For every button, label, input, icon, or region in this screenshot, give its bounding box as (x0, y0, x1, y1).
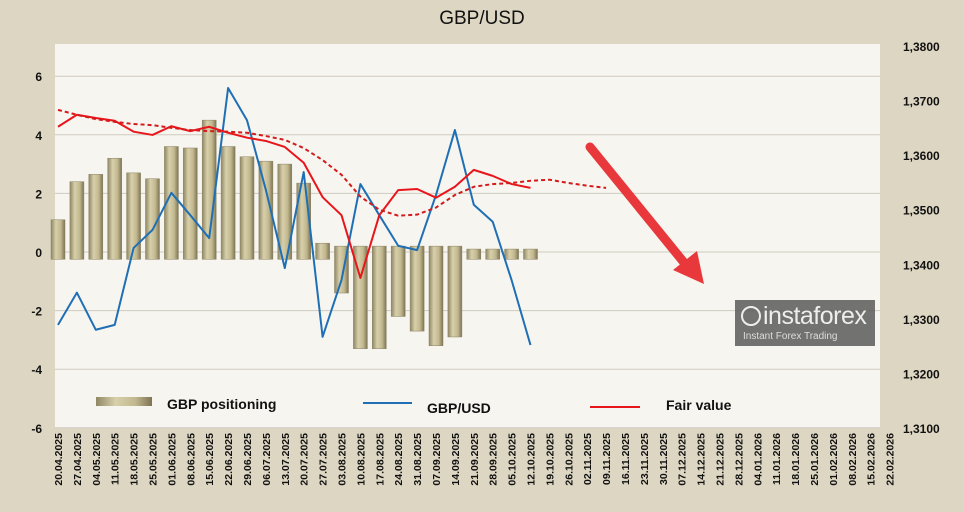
x-axis-tick-label: 08.02.2026 (847, 433, 859, 486)
positioning-bar (315, 242, 330, 260)
chart-title: GBP/USD (439, 8, 525, 29)
logo-tagline: Instant Forex Trading (743, 331, 838, 342)
right-axis-tick-label: 1,3400 (903, 258, 940, 272)
positioning-bar (523, 248, 538, 260)
fair-value-trend-dashed-line (57, 108, 607, 217)
right-axis-tick-label: 1,3500 (903, 204, 940, 218)
x-axis-tick-label: 17.08.2025 (374, 433, 386, 486)
x-axis-tick-label: 16.11.2025 (620, 433, 632, 485)
x-axis-tick-label: 28.12.2025 (733, 433, 745, 486)
x-axis-tick-label: 22.06.2025 (223, 433, 235, 486)
positioning-bar (164, 146, 179, 260)
positioning-bar (145, 178, 160, 260)
positioning-bar (447, 245, 463, 338)
legend-swatch-positioning (96, 397, 152, 406)
logo-name: instaforex (763, 302, 867, 330)
right-axis-tick-label: 1,3300 (903, 313, 940, 327)
positioning-bar (69, 181, 85, 260)
x-axis-tick-label: 27.04.2025 (72, 433, 84, 486)
positioning-bar (372, 245, 387, 349)
x-axis-tick-label: 09.11.2025 (601, 433, 613, 485)
positioning-bar (88, 174, 104, 260)
x-axis-tick-label: 28.09.2025 (488, 433, 500, 486)
x-axis-tick-label: 07.09.2025 (431, 433, 443, 486)
right-axis-tick-label: 1,3800 (903, 40, 940, 54)
x-axis-tick-label: 24.08.2025 (393, 433, 405, 486)
x-axis-tick-label: 07.12.2025 (677, 433, 689, 486)
positioning-bar (428, 245, 444, 347)
left-axis-tick-label: 6 (35, 70, 42, 84)
x-axis-tick-label: 23.11.2025 (639, 433, 651, 485)
x-axis-tick-label: 04.01.2026 (752, 433, 764, 486)
down-arrow-annotation (585, 142, 704, 284)
x-axis-tick-label: 06.07.2025 (261, 433, 273, 486)
right-axis-tick-label: 1,3700 (903, 95, 940, 109)
positioning-bar (277, 163, 293, 260)
positioning-bar (258, 160, 274, 260)
x-axis-tick-label: 12.10.2025 (526, 433, 538, 486)
x-axis-tick-label: 30.11.2025 (658, 433, 670, 485)
positioning-bar (126, 172, 141, 260)
left-axis-tick-label: 2 (35, 187, 42, 201)
right-axis-tick-label: 1,3600 (903, 149, 940, 163)
positioning-bar (504, 248, 519, 260)
left-axis-tick-label: -2 (31, 305, 42, 319)
positioning-bar (466, 248, 482, 260)
left-axis-tick-label: -4 (31, 363, 42, 377)
left-axis-tick-label: 0 (35, 246, 42, 260)
positioning-bar (409, 245, 425, 332)
positioning-bar (390, 245, 406, 317)
x-axis-tick-label: 21.12.2025 (715, 433, 727, 486)
right-axis-tick-label: 1,3100 (903, 422, 940, 436)
positioning-bar (239, 156, 255, 260)
x-axis-tick-label: 26.10.2025 (563, 433, 575, 486)
x-axis-tick-label: 11.05.2025 (110, 433, 122, 485)
x-axis-tick-label: 01.02.2026 (828, 433, 840, 486)
legend: GBP positioning GBP/USD Fair value (96, 396, 732, 416)
x-axis-tick-label: 21.09.2025 (469, 433, 481, 486)
x-axis-tick-label: 27.07.2025 (318, 433, 330, 486)
x-axis-tick-label: 11.01.2026 (771, 433, 783, 485)
x-axis-tick-label: 25.01.2026 (809, 433, 821, 486)
positioning-bar (485, 248, 500, 260)
left-axis-tick-label: 4 (35, 129, 42, 143)
x-axis-tick-label: 04.05.2025 (91, 433, 103, 486)
plot-area (55, 44, 880, 428)
positioning-bar (50, 219, 66, 260)
x-axis-tick-label: 25.05.2025 (148, 433, 160, 486)
x-axis-tick-label: 15.06.2025 (204, 433, 216, 486)
x-axis-tick-label: 31.08.2025 (412, 433, 424, 486)
x-axis-tick-label: 20.04.2025 (53, 433, 65, 486)
positioning-bar (220, 146, 236, 260)
x-axis-tick-label: 01.06.2025 (166, 433, 178, 486)
x-axis-tick-label: 10.08.2025 (355, 433, 367, 486)
legend-label-gbpusd: GBP/USD (427, 400, 491, 416)
x-axis-tick-label: 19.10.2025 (544, 433, 556, 486)
x-axis-tick-label: 05.10.2025 (507, 433, 519, 486)
positioning-bar (353, 245, 368, 349)
x-axis-tick-label: 14.09.2025 (450, 433, 462, 486)
legend-label-positioning: GBP positioning (167, 396, 276, 412)
instaforex-logo: instaforex Instant Forex Trading (735, 300, 875, 346)
gbpusd-line (57, 87, 532, 346)
x-axis-tick-label: 20.07.2025 (299, 433, 311, 486)
x-axis-tick-label: 29.06.2025 (242, 433, 254, 486)
logo-icon (741, 306, 761, 326)
x-axis-tick-label: 15.02.2026 (866, 433, 878, 486)
x-axis-tick-label: 02.11.2025 (582, 433, 594, 485)
x-axis-tick-label: 18.01.2026 (790, 433, 802, 486)
legend-label-fair-value: Fair value (666, 397, 732, 413)
x-axis-tick-label: 14.12.2025 (696, 433, 708, 486)
x-axis-tick-label: 18.05.2025 (129, 433, 141, 486)
x-axis-tick-label: 03.08.2025 (337, 433, 349, 486)
x-axis-tick-label: 08.06.2025 (185, 433, 197, 486)
left-axis-tick-label: -6 (31, 422, 42, 436)
x-axis-tick-label: 22.02.2026 (885, 433, 897, 486)
fair-value-line (57, 113, 531, 279)
positioning-bar (107, 157, 122, 260)
x-axis-tick-label: 13.07.2025 (280, 433, 292, 486)
positioning-bar (183, 147, 198, 260)
right-axis-tick-label: 1,3200 (903, 367, 940, 381)
